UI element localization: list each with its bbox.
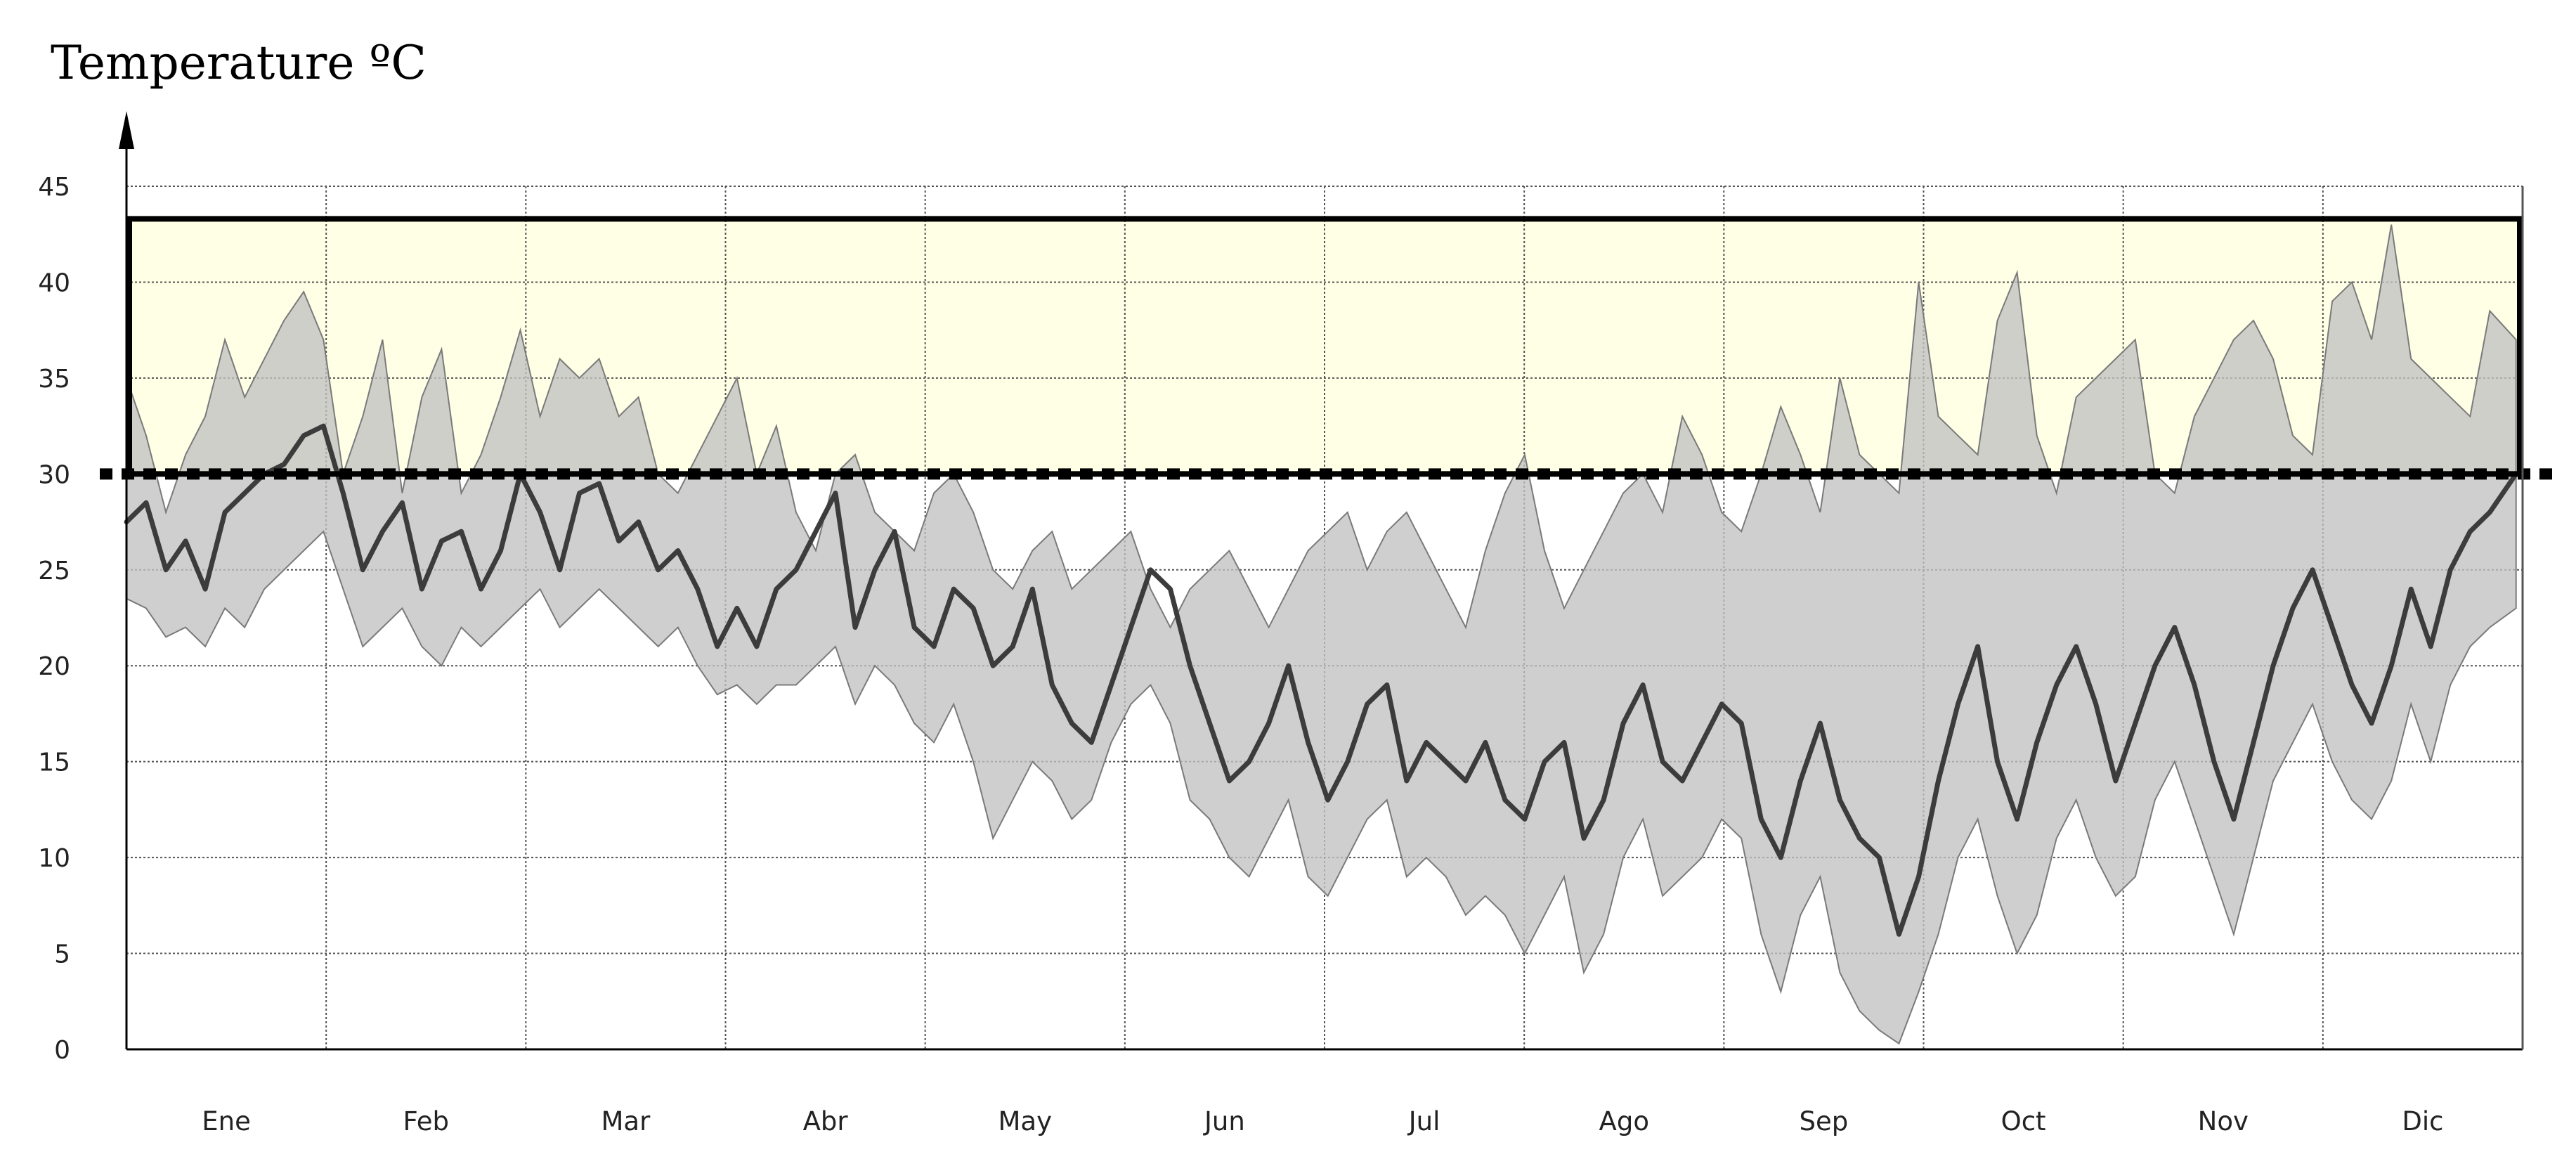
y-tick-label: 35: [38, 365, 70, 394]
min-max-band: [126, 224, 2517, 1045]
mean-series-line: [124, 423, 2519, 937]
x-tick-label: May: [998, 1106, 1053, 1136]
y-tick-label: 15: [38, 749, 70, 777]
y-tick-label: 5: [54, 940, 70, 969]
x-tick-label: Sep: [1800, 1106, 1849, 1136]
y-axis-arrow-icon: [119, 111, 134, 149]
y-tick-label: 25: [38, 557, 70, 585]
y-tick-label: 30: [38, 460, 70, 489]
x-tick-label: Jul: [1407, 1106, 1440, 1136]
x-tick-label: Nov: [2198, 1106, 2249, 1136]
x-tick-label: Ene: [202, 1106, 251, 1136]
x-tick-label: Dic: [2402, 1106, 2443, 1136]
y-tick-label: 45: [38, 173, 70, 202]
min-max-area: [126, 224, 2517, 1045]
x-tick-label: Ago: [1599, 1106, 1649, 1136]
x-tick-label: Abr: [803, 1106, 849, 1136]
y-tick-label: 40: [38, 268, 70, 297]
y-axis-title: Temperature ºC: [51, 36, 427, 90]
y-tick-labels: 0 5 10 15 20 25 30 35 40 45: [38, 173, 70, 1065]
x-tick-label: Feb: [403, 1106, 449, 1136]
axes: [119, 111, 2524, 1051]
x-tick-label: Jun: [1203, 1106, 1245, 1136]
x-tick-labels: Ene Feb Mar Abr May Jun Jul Ago Sep Oct Nov Dic: [202, 1106, 2443, 1136]
x-tick-label: Mar: [601, 1106, 651, 1136]
y-tick-label: 0: [54, 1036, 70, 1065]
y-tick-label: 10: [38, 844, 70, 873]
y-tick-label: 20: [38, 652, 70, 681]
x-tick-label: Oct: [2001, 1106, 2046, 1136]
